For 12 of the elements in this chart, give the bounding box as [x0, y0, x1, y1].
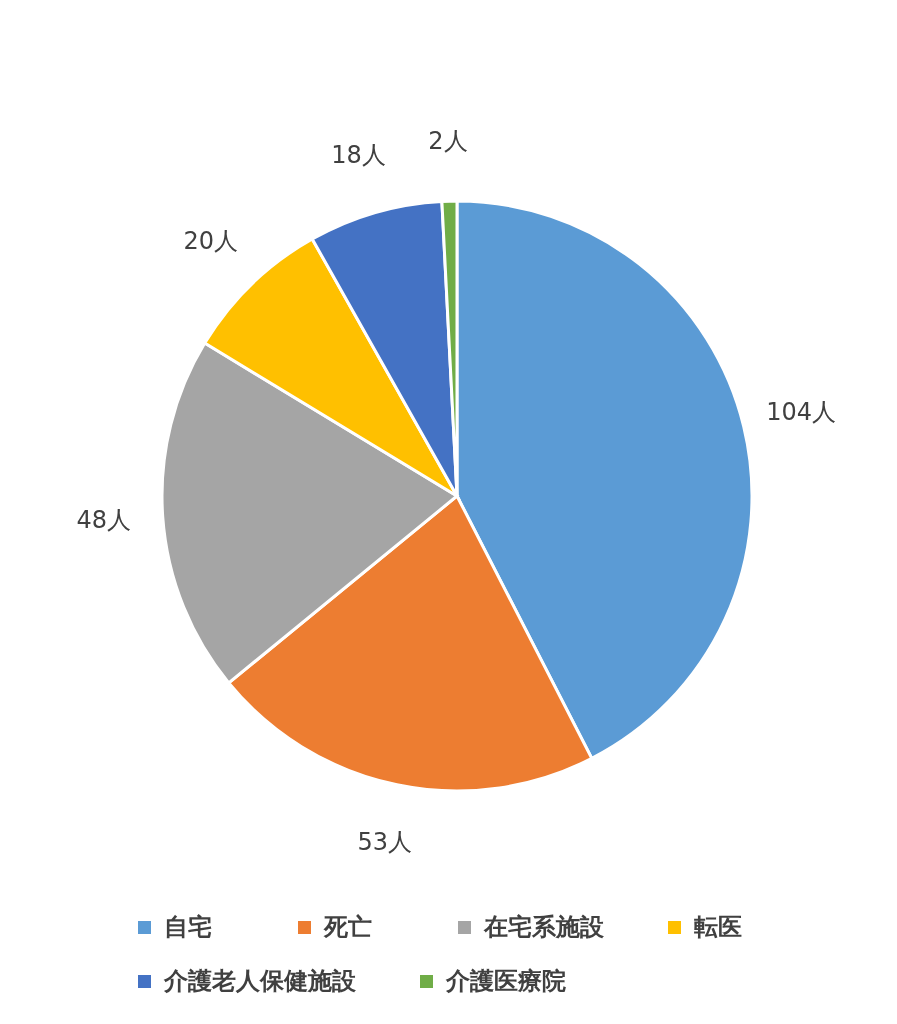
data-label: 2人: [428, 127, 468, 156]
legend-label: 死亡: [323, 913, 372, 941]
data-label: 20人: [183, 226, 238, 255]
legend-label: 転医: [694, 913, 742, 941]
legend-label: 自宅: [164, 913, 212, 941]
legend-label: 介護医療院: [445, 967, 566, 995]
data-label: 104人: [766, 397, 836, 426]
data-label: 53人: [357, 827, 413, 856]
data-label: 48人: [76, 505, 132, 534]
legend-label: 介護老人保健施設: [163, 967, 357, 995]
data-label: 18人: [331, 140, 386, 169]
legend-label: 在宅系施設: [483, 913, 605, 941]
